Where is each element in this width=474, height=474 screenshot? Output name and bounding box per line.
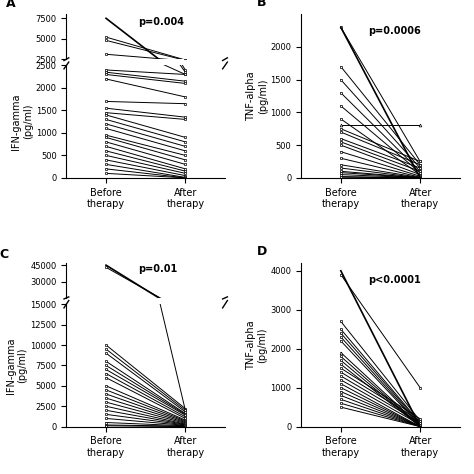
- Text: p=0.0006: p=0.0006: [368, 26, 420, 36]
- Text: p=0.004: p=0.004: [138, 18, 184, 27]
- Text: A: A: [6, 0, 16, 10]
- Text: p<0.0001: p<0.0001: [368, 274, 420, 284]
- Y-axis label: TNF-alpha
(pg/ml): TNF-alpha (pg/ml): [246, 71, 268, 121]
- Text: B: B: [257, 0, 266, 9]
- Text: C: C: [0, 248, 9, 261]
- Y-axis label: TNF-alpha
(pg/ml): TNF-alpha (pg/ml): [246, 320, 267, 370]
- Y-axis label: IFN-gamma
(pg/ml): IFN-gamma (pg/ml): [6, 337, 27, 394]
- Text: D: D: [257, 245, 267, 258]
- Y-axis label: IFN-gamma
(pg/ml): IFN-gamma (pg/ml): [11, 93, 33, 150]
- Text: p=0.01: p=0.01: [138, 264, 177, 273]
